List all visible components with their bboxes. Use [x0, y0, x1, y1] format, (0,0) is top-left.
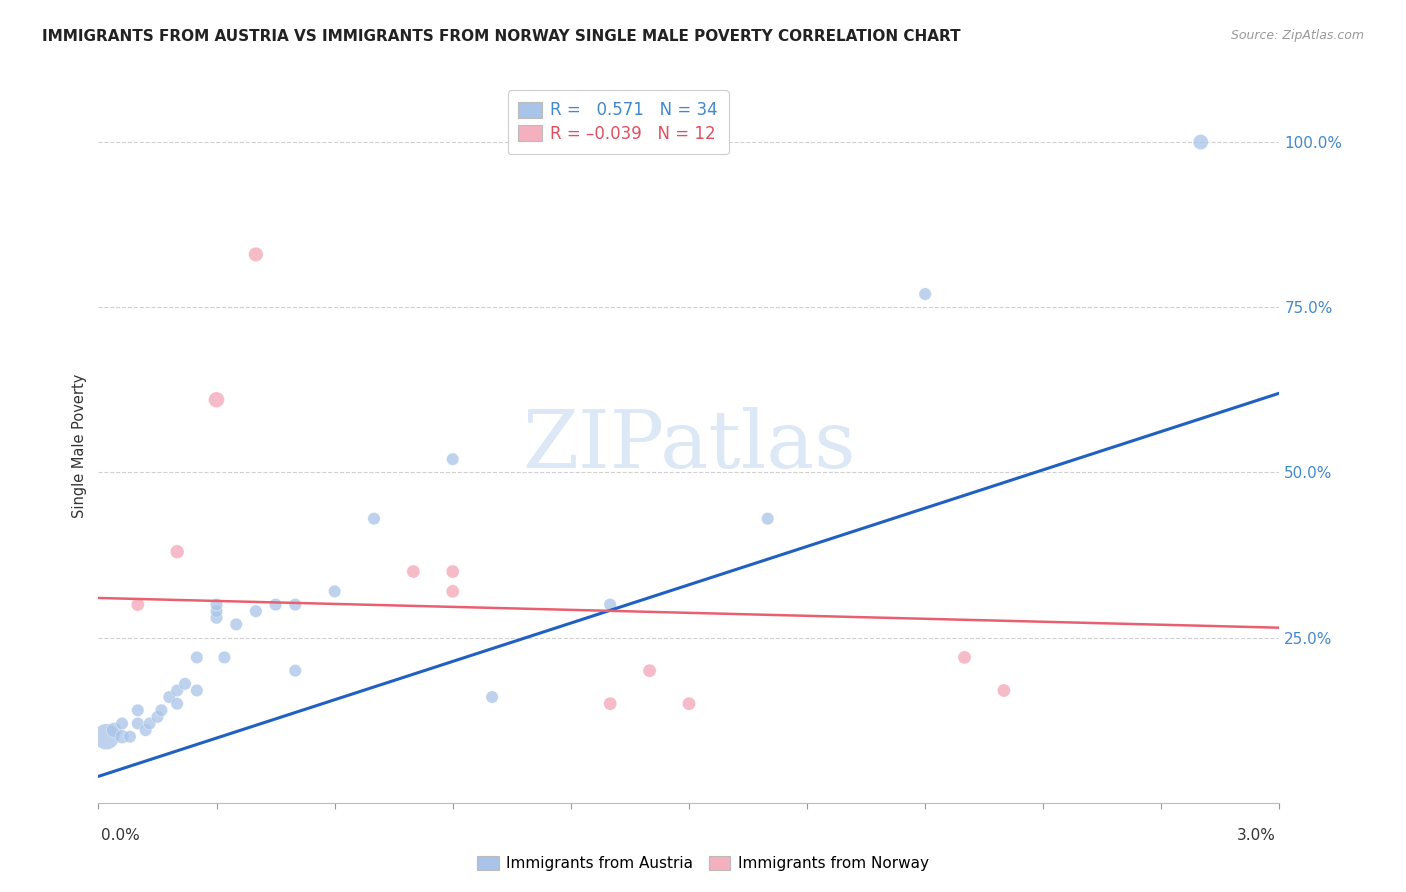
Point: [1189, 135, 1212, 149]
Point: [993, 683, 1015, 698]
Point: [150, 703, 173, 717]
Point: [245, 604, 267, 618]
Point: [138, 716, 160, 731]
Point: [599, 598, 621, 612]
Point: [214, 650, 236, 665]
Point: [205, 604, 228, 618]
Point: [166, 545, 188, 559]
Point: [96, 730, 118, 744]
Point: [284, 598, 307, 612]
Point: [135, 723, 157, 738]
Point: [599, 697, 621, 711]
Point: [284, 664, 307, 678]
Text: ZIPatlas: ZIPatlas: [522, 407, 856, 485]
Point: [953, 650, 976, 665]
Text: 3.0%: 3.0%: [1236, 829, 1275, 843]
Text: Source: ZipAtlas.com: Source: ZipAtlas.com: [1230, 29, 1364, 42]
Point: [402, 565, 425, 579]
Point: [166, 697, 188, 711]
Point: [127, 598, 149, 612]
Point: [205, 392, 228, 407]
Point: [678, 697, 700, 711]
Point: [157, 690, 180, 704]
Point: [638, 664, 661, 678]
Text: IMMIGRANTS FROM AUSTRIA VS IMMIGRANTS FROM NORWAY SINGLE MALE POVERTY CORRELATIO: IMMIGRANTS FROM AUSTRIA VS IMMIGRANTS FR…: [42, 29, 960, 44]
Point: [245, 247, 267, 261]
Point: [174, 677, 197, 691]
Point: [481, 690, 503, 704]
Point: [914, 287, 936, 301]
Point: [111, 730, 134, 744]
Legend: Immigrants from Austria, Immigrants from Norway: Immigrants from Austria, Immigrants from…: [471, 849, 935, 877]
Point: [363, 511, 385, 525]
Y-axis label: Single Male Poverty: Single Male Poverty: [72, 374, 87, 518]
Point: [225, 617, 247, 632]
Point: [756, 511, 779, 525]
Point: [441, 452, 464, 467]
Point: [146, 710, 169, 724]
Point: [103, 723, 125, 738]
Legend: R =   0.571   N = 34, R = –0.039   N = 12: R = 0.571 N = 34, R = –0.039 N = 12: [508, 90, 728, 154]
Point: [264, 598, 287, 612]
Point: [441, 584, 464, 599]
Point: [205, 611, 228, 625]
Point: [111, 716, 134, 731]
Point: [205, 598, 228, 612]
Point: [127, 703, 149, 717]
Point: [127, 716, 149, 731]
Point: [186, 650, 208, 665]
Point: [118, 730, 141, 744]
Point: [441, 565, 464, 579]
Text: 0.0%: 0.0%: [101, 829, 141, 843]
Point: [186, 683, 208, 698]
Point: [166, 683, 188, 698]
Point: [323, 584, 346, 599]
